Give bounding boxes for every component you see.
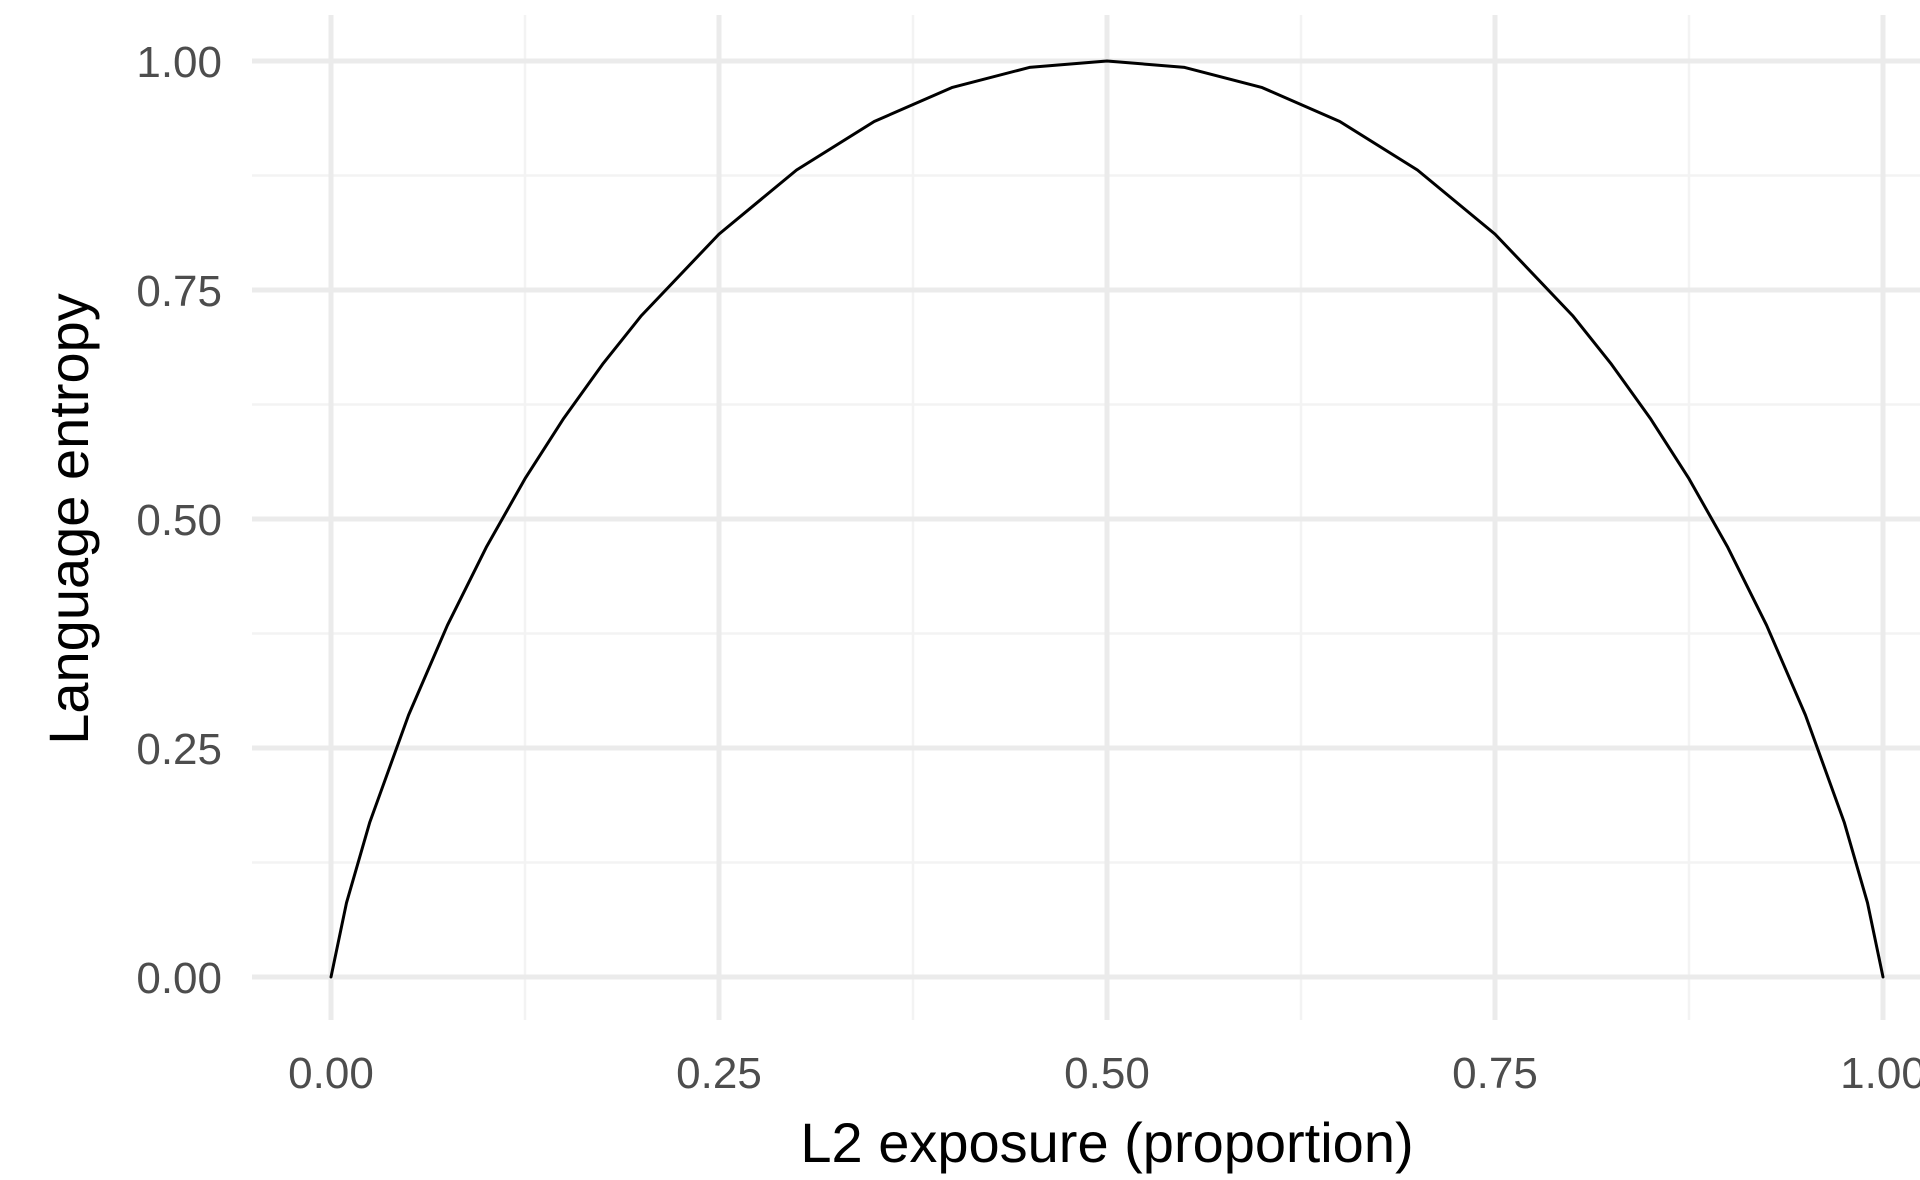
y-axis-tick-labels: 0.00 0.25 0.50 0.75 1.00 [136, 38, 222, 1003]
x-axis-title: L2 exposure (proportion) [800, 1111, 1413, 1174]
series-line [329, 59, 1885, 979]
y-tick-label: 1.00 [136, 38, 222, 87]
series-layer [329, 59, 1885, 979]
x-tick-label: 0.50 [1064, 1049, 1150, 1098]
y-axis-title: Language entropy [37, 293, 100, 745]
y-tick-label: 0.25 [136, 725, 222, 774]
major-gridlines [252, 15, 1920, 1020]
x-tick-label: 0.75 [1452, 1049, 1538, 1098]
y-tick-label: 0.50 [136, 496, 222, 545]
minor-gridlines [252, 15, 1920, 1020]
x-tick-label: 0.00 [288, 1049, 374, 1098]
y-tick-label: 0.75 [136, 267, 222, 316]
y-tick-label: 0.00 [136, 954, 222, 1003]
x-axis-tick-labels: 0.00 0.25 0.50 0.75 1.00 [288, 1049, 1920, 1098]
x-tick-label: 0.25 [676, 1049, 762, 1098]
x-tick-label: 1.00 [1840, 1049, 1920, 1098]
